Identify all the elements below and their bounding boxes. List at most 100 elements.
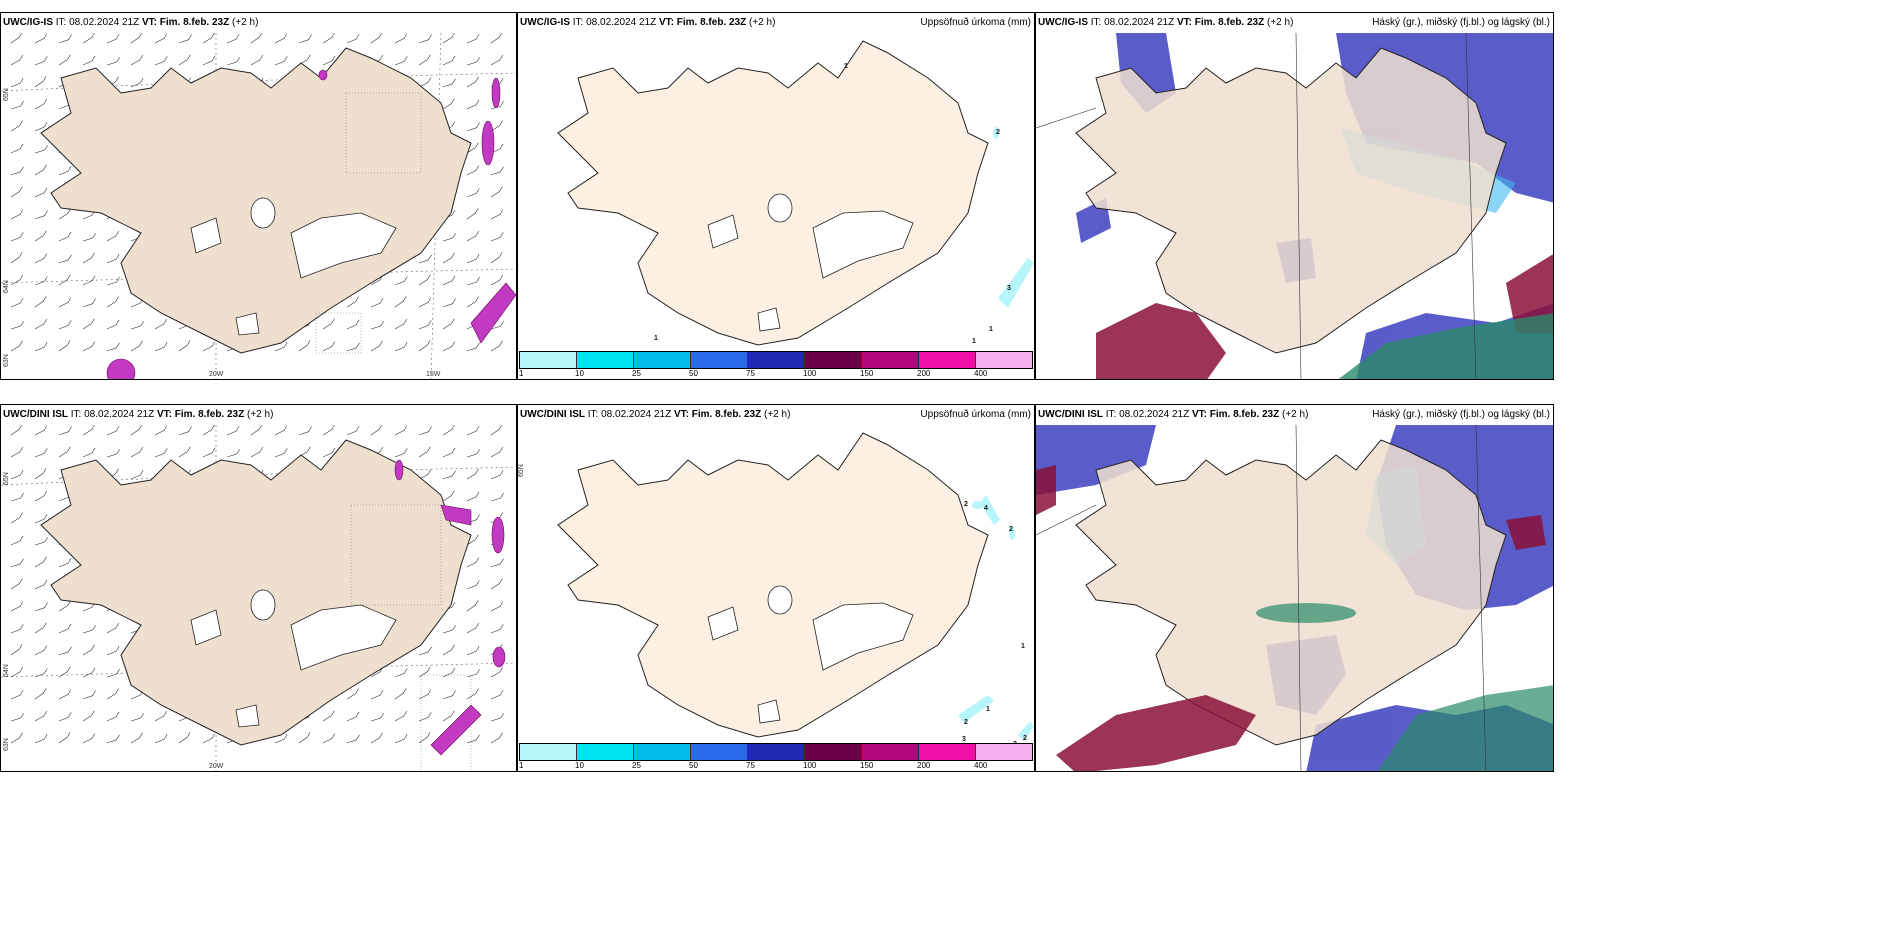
- vt-value: Fim. 8.feb. 23Z: [691, 409, 762, 420]
- map-canvas: [1036, 33, 1553, 379]
- wind-barb: [394, 276, 408, 286]
- wind-barb: [10, 492, 24, 502]
- wind-barb: [370, 33, 383, 44]
- precip-value: 2: [996, 129, 1000, 136]
- wind-barb: [202, 425, 215, 436]
- wind-barb: [130, 425, 143, 436]
- wind-barb: [154, 733, 168, 744]
- wind-barb: [442, 78, 456, 88]
- wind-barb: [82, 425, 95, 436]
- colorbar-tick: 25: [632, 761, 641, 770]
- wind-barb: [10, 512, 23, 524]
- wind-barb: [34, 296, 47, 308]
- wind-barb: [130, 732, 143, 744]
- wind-barb: [442, 644, 455, 656]
- wind-barb: [442, 624, 456, 634]
- wind-barb: [370, 320, 384, 330]
- map-canvas: [557, 40, 1034, 346]
- wind-barb: [490, 340, 503, 352]
- wind-barb: [442, 298, 456, 308]
- wind-barb: [466, 425, 480, 436]
- wind-barb: [10, 447, 23, 458]
- precip-value: 1: [1021, 643, 1025, 650]
- map-canvas: [1036, 425, 1553, 771]
- wind-barb: [10, 252, 23, 264]
- wind-barb: [58, 208, 71, 220]
- panel-title: Háský (gr.), miðský (fj.bl.) og lágský (…: [1372, 409, 1550, 420]
- wind-barb: [34, 448, 48, 458]
- wind-barb: [82, 232, 96, 242]
- wind-barb: [106, 688, 119, 700]
- wind-barb: [466, 623, 479, 634]
- wind-barb: [10, 667, 23, 678]
- wind-barb: [82, 710, 95, 722]
- precip-value: 2: [964, 501, 968, 508]
- colorbar-tick: 10: [575, 369, 584, 378]
- wind-barb: [58, 646, 72, 656]
- wind-barb: [466, 734, 480, 744]
- wind-barb: [346, 319, 360, 330]
- wind-barb: [346, 688, 359, 700]
- wind-barb: [10, 33, 23, 44]
- wind-barb: [346, 711, 360, 722]
- wind-barb: [10, 232, 24, 242]
- wind-barb: [394, 448, 408, 458]
- wind-barb: [178, 340, 191, 352]
- panel-precip-bottom: UWC/DINI ISL IT: 08.02.2024 21Z VT: Fim.…: [517, 404, 1035, 772]
- wind-barb: [490, 624, 504, 634]
- wind-barb: [34, 319, 47, 330]
- wind-barb: [418, 274, 431, 286]
- wind-barb: [10, 535, 24, 546]
- wind-barb: [466, 534, 479, 546]
- it-label: IT:: [587, 409, 599, 420]
- wind-barb: [274, 425, 288, 436]
- wind-barb: [58, 426, 72, 436]
- lat-label: 65N: [3, 472, 10, 485]
- wind-barb: [394, 711, 407, 722]
- wind-barb: [58, 320, 72, 330]
- precip-colorbar: [519, 743, 1033, 761]
- wind-barb: [394, 688, 407, 700]
- wind-barb: [34, 536, 48, 546]
- wind-barb: [154, 33, 168, 44]
- wind-barb: [106, 296, 119, 308]
- vt-label: VT:: [673, 409, 689, 420]
- panel-clouds-top: UWC/IG-IS IT: 08.02.2024 21Z VT: Fim. 8.…: [1035, 12, 1554, 380]
- wind-barb: [442, 710, 455, 722]
- wind-barb: [82, 298, 96, 308]
- it-value: 08.02.2024 21Z: [601, 409, 672, 420]
- wind-barb: [274, 33, 288, 44]
- precip-value: 4: [984, 505, 988, 512]
- colorbar-swatch: [691, 744, 748, 760]
- wind-barb: [418, 469, 432, 480]
- wind-barb: [58, 34, 72, 44]
- colorbar-swatch: [862, 352, 919, 368]
- wind-barb: [490, 689, 504, 700]
- wind-barb: [34, 144, 48, 154]
- wind-barb: [442, 275, 456, 286]
- panel-precip-top: UWC/IG-IS IT: 08.02.2024 21Z VT: Fim. 8.…: [517, 12, 1035, 380]
- wind-barb: [442, 232, 456, 242]
- colorbar-tick: 25: [632, 369, 641, 378]
- wind-barb: [322, 447, 336, 458]
- wind-barb: [370, 297, 384, 308]
- wind-barb: [418, 646, 432, 656]
- wind-barb: [106, 342, 120, 352]
- wind-barb: [34, 121, 48, 132]
- wind-barb: [346, 296, 359, 308]
- offset: (+2 h): [247, 409, 274, 420]
- lon-label: 15W: [426, 371, 441, 378]
- wind-barb: [34, 230, 47, 242]
- wind-barb: [226, 448, 240, 458]
- wind-barb: [274, 733, 288, 744]
- precip-value: 1: [844, 63, 848, 70]
- wind-barb: [10, 601, 24, 612]
- wind-barb: [130, 33, 143, 44]
- wind-barb: [418, 254, 432, 264]
- wind-barb: [322, 733, 336, 744]
- panel-header: UWC/DINI ISL IT: 08.02.2024 21Z VT: Fim.…: [1, 405, 516, 425]
- wind-barb: [490, 320, 504, 330]
- colorbar-swatch: [634, 744, 691, 760]
- vt-value: Fim. 8.feb. 23Z: [159, 17, 230, 28]
- wind-barb: [394, 56, 408, 66]
